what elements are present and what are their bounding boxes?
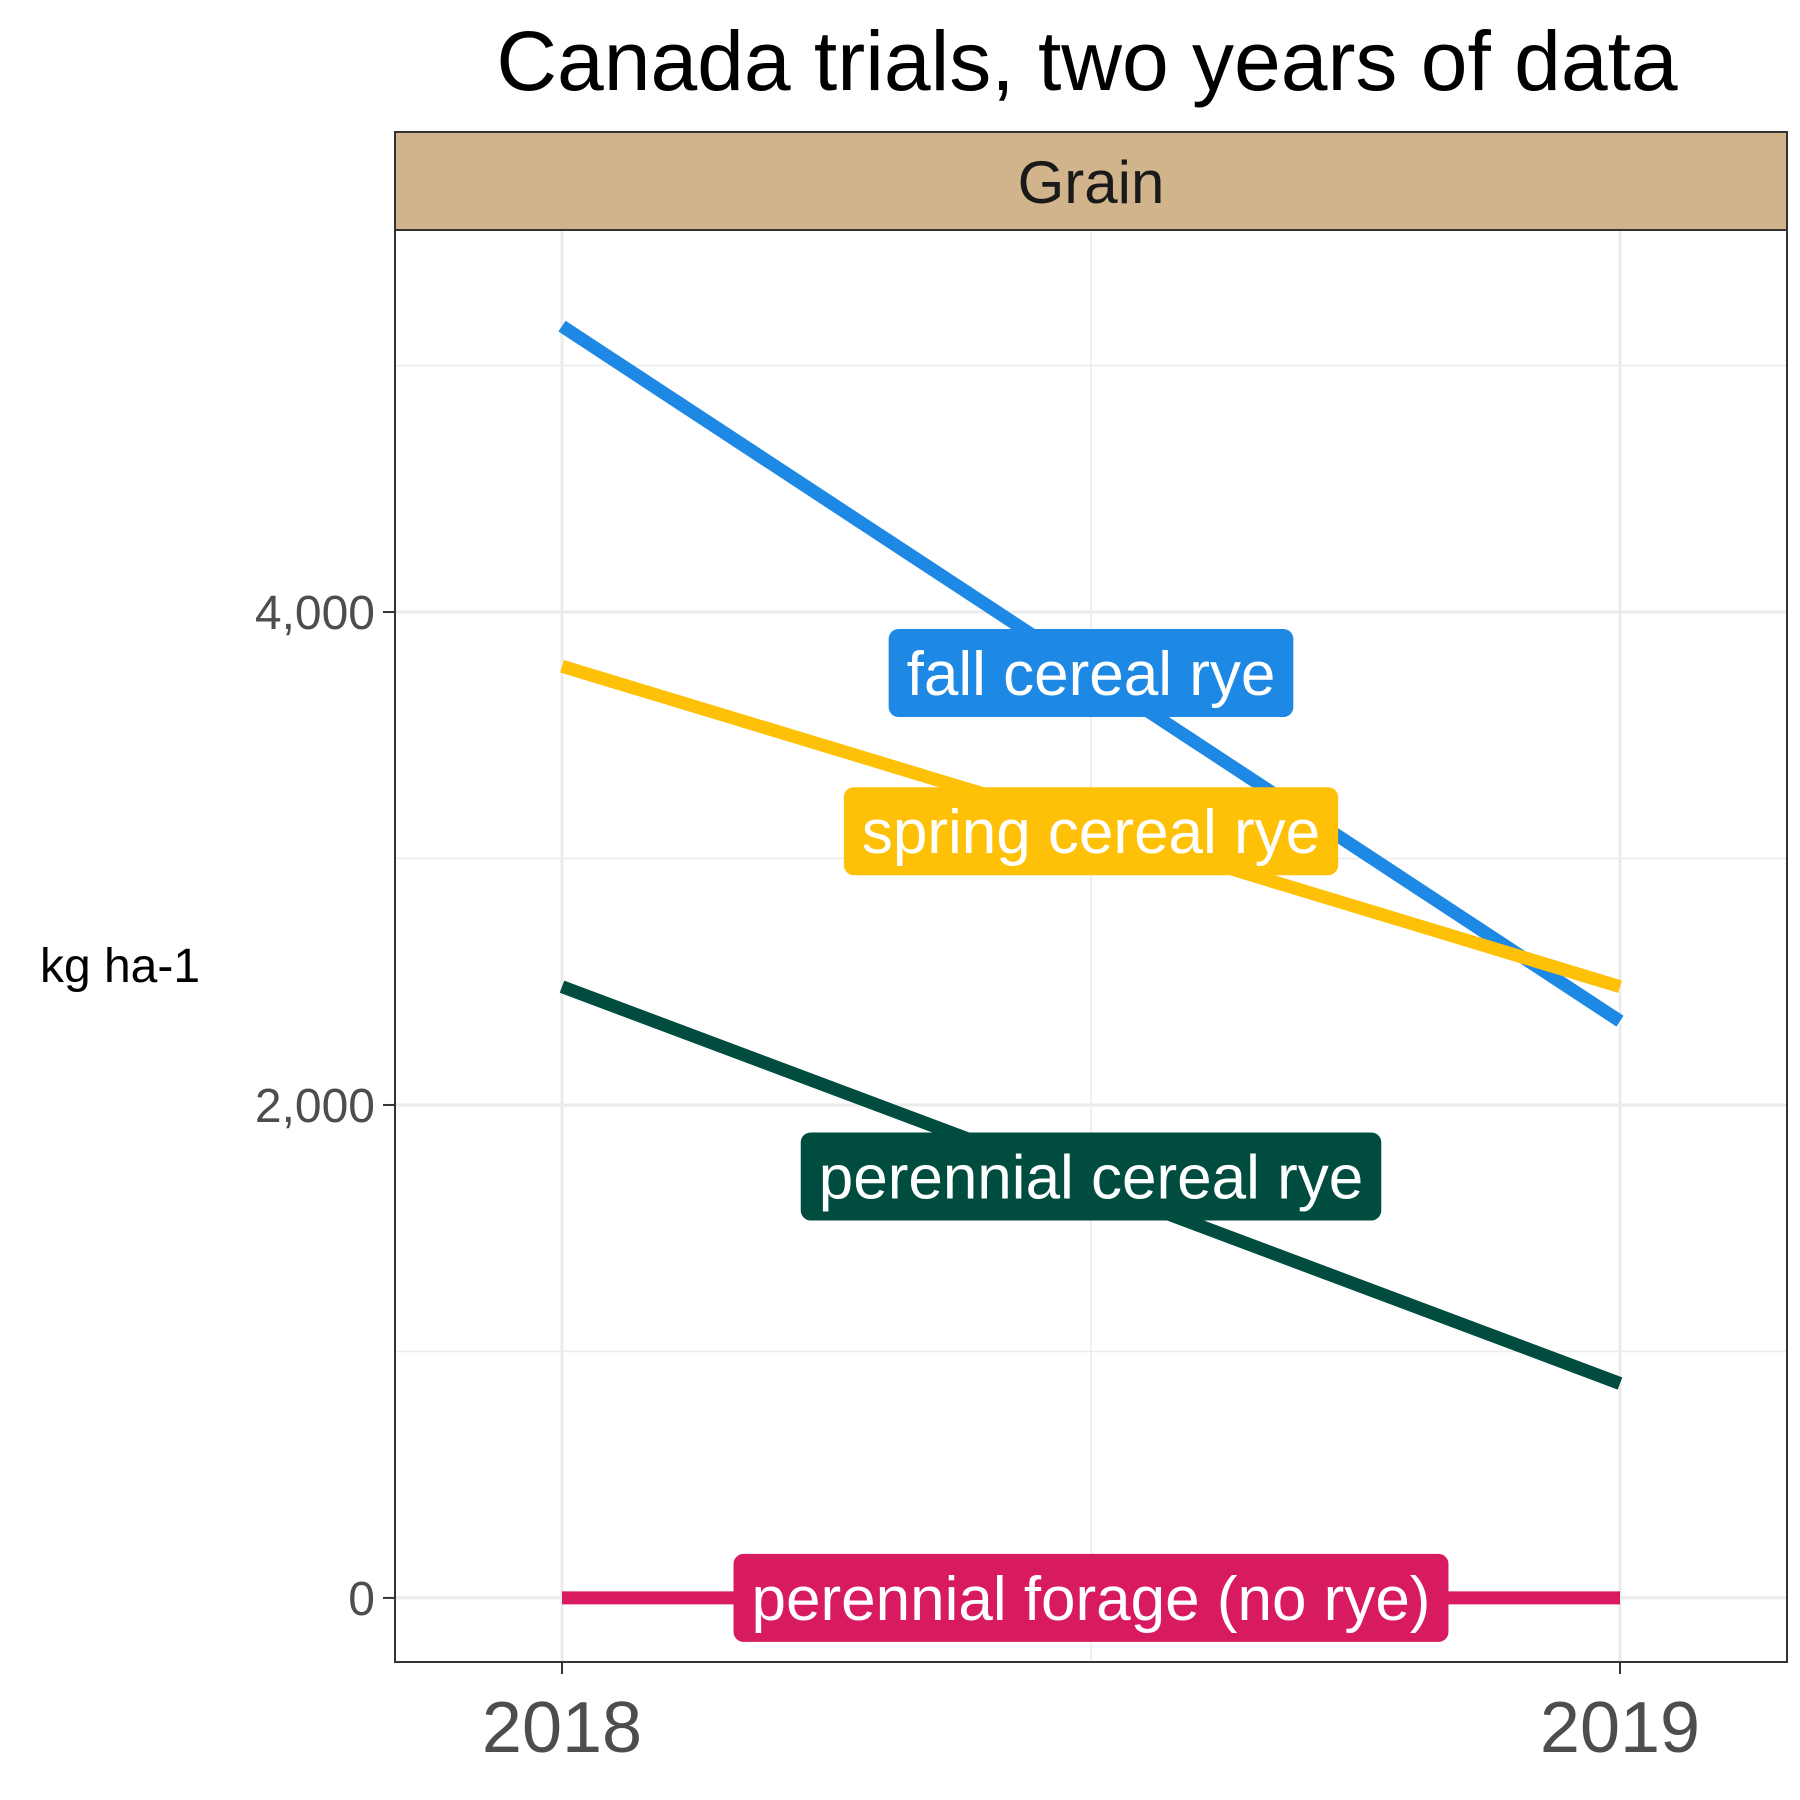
- y-axis-title: kg ha-1: [40, 940, 200, 993]
- series-label-box: [733, 1553, 1449, 1642]
- axes: 0 2,000 4,000 2018 2019: [255, 587, 1700, 1768]
- series-label-box: [800, 1132, 1382, 1221]
- series-label: perennial cereal rye: [800, 1132, 1382, 1221]
- plot-panel-border: [394, 229, 1788, 1663]
- y-tick-label: 4,000: [255, 587, 375, 640]
- series-label: spring cereal rye: [843, 787, 1339, 876]
- series-label-box: [888, 629, 1294, 717]
- series-label-text: perennial forage (no rye): [752, 1565, 1431, 1634]
- x-tick-label: 2018: [482, 1688, 642, 1768]
- chart-title: Canada trials, two years of data: [496, 14, 1678, 108]
- series-label-text: fall cereal rye: [907, 640, 1276, 709]
- series-label-text: perennial cereal rye: [819, 1143, 1364, 1212]
- y-tick-label: 0: [348, 1573, 375, 1626]
- facet-strip-label: Grain: [1018, 149, 1165, 216]
- series-label: fall cereal rye: [888, 629, 1294, 717]
- series-label-text: spring cereal rye: [862, 798, 1320, 867]
- facet-strip: [394, 131, 1788, 231]
- y-tick-label: 2,000: [255, 1080, 375, 1133]
- series-label-box: [843, 787, 1339, 876]
- x-tick-label: 2019: [1540, 1688, 1700, 1768]
- series-label: perennial forage (no rye): [733, 1553, 1449, 1642]
- series-labels: fall cereal rye spring cereal rye perennia…: [733, 629, 1449, 1642]
- grid: [395, 230, 1787, 1662]
